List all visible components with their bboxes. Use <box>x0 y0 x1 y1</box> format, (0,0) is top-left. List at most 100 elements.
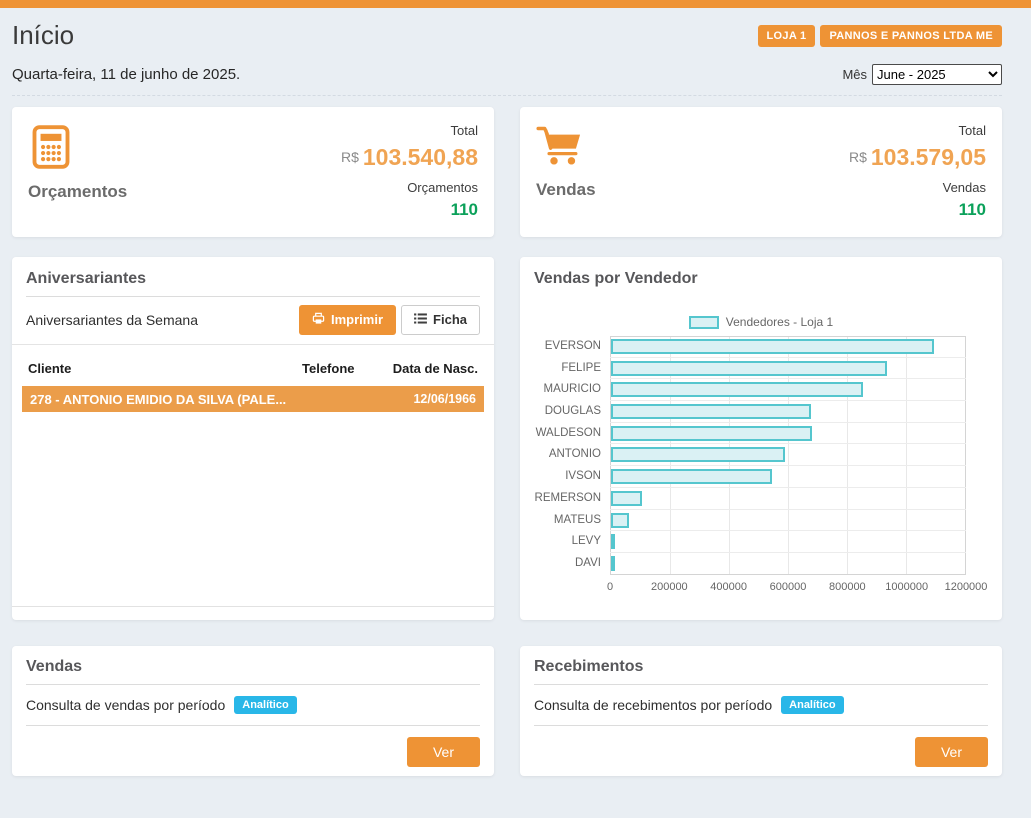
chart-legend[interactable]: Vendedores - Loja 1 <box>520 315 1002 329</box>
table-bottom-border <box>12 606 494 607</box>
print-button-label: Imprimir <box>331 313 383 327</box>
chart-y-label: WALDESON <box>534 423 610 445</box>
chart-bar-track <box>610 423 966 445</box>
birthday-table-body: 278 - ANTONIO EMIDIO DA SILVA (PALE...12… <box>22 386 484 412</box>
chart-bar <box>611 491 642 506</box>
count-value: 110 <box>849 200 986 220</box>
summary-values: Total R$103.540,88 Orçamentos 110 <box>341 122 478 220</box>
currency-symbol: R$ <box>341 149 359 165</box>
orcamentos-summary-card: Orçamentos Total R$103.540,88 Orçamentos… <box>12 107 494 237</box>
chart-x-axis: 020000040000060000080000010000001200000 <box>610 575 966 595</box>
page-header: Início LOJA 1 PANNOS E PANNOS LTDA ME <box>12 20 1002 51</box>
month-label: Mês <box>842 67 867 82</box>
chart-x-tick: 0 <box>607 581 613 593</box>
chart-bar <box>611 469 772 484</box>
birthdays-title: Aniversariantes <box>12 257 494 288</box>
chart-row: IVSON <box>534 466 988 488</box>
chart-y-label: DAVI <box>534 553 610 575</box>
chart-y-label: ANTONIO <box>534 444 610 466</box>
chart-bar <box>611 426 812 441</box>
month-select[interactable]: June - 2025 <box>872 64 1002 85</box>
chart-plot-rows: EVERSONFELIPEMAURICIODOUGLASWALDESONANTO… <box>534 336 988 575</box>
chart-row: ANTONIO <box>534 444 988 466</box>
chart-y-label: MATEUS <box>534 510 610 532</box>
report-card-title: Vendas <box>26 658 480 676</box>
legend-swatch <box>689 316 719 329</box>
chart-row: WALDESON <box>534 423 988 445</box>
count-label: Vendas <box>849 179 986 196</box>
birthdays-table: Cliente Telefone Data de Nasc. 278 - ANT… <box>22 345 484 412</box>
chart-y-label: REMERSON <box>534 488 610 510</box>
chart-bar-track <box>610 358 966 380</box>
chart-row: EVERSON <box>534 336 988 358</box>
total-label: Total <box>341 122 478 139</box>
column-header-cliente[interactable]: Cliente <box>28 361 302 376</box>
store-badge[interactable]: LOJA 1 <box>758 25 816 47</box>
chart-bar-track <box>610 336 966 358</box>
total-value: 103.579,05 <box>871 144 986 170</box>
ver-recebimentos-button[interactable]: Ver <box>915 737 988 767</box>
calculator-icon <box>28 125 74 174</box>
chart-x-tick: 400000 <box>710 581 747 593</box>
chart-bar-track <box>610 510 966 532</box>
cart-icon <box>536 125 584 172</box>
vendas-por-vendedor-card: Vendas por Vendedor Vendedores - Loja 1 … <box>520 257 1002 620</box>
count-value: 110 <box>341 200 478 220</box>
chart-bar <box>611 513 629 528</box>
ficha-button[interactable]: Ficha <box>401 305 480 335</box>
current-date: Quarta-feira, 11 de junho de 2025. <box>12 66 240 83</box>
column-header-data-nasc[interactable]: Data de Nasc. <box>374 361 478 376</box>
chart-row: FELIPE <box>534 358 988 380</box>
birthdays-subtitle: Aniversariantes da Semana <box>26 312 198 328</box>
vendas-summary-card: Vendas Total R$103.579,05 Vendas 110 <box>520 107 1002 237</box>
birthday-cliente: 278 - ANTONIO EMIDIO DA SILVA (PALE... <box>30 392 312 407</box>
legend-label: Vendedores - Loja 1 <box>726 315 833 329</box>
birthday-row[interactable]: 278 - ANTONIO EMIDIO DA SILVA (PALE...12… <box>22 386 484 412</box>
chart-x-tick: 600000 <box>770 581 807 593</box>
chart-row: DOUGLAS <box>534 401 988 423</box>
ver-vendas-button[interactable]: Ver <box>407 737 480 767</box>
chart-y-label: DOUGLAS <box>534 401 610 423</box>
chart-card-title: Vendas por Vendedor <box>520 257 1002 288</box>
chart-y-label: MAURICIO <box>534 379 610 401</box>
chart-row: REMERSON <box>534 488 988 510</box>
dashboard-page: Início LOJA 1 PANNOS E PANNOS LTDA ME Qu… <box>0 0 1031 776</box>
chart-y-label: EVERSON <box>534 336 610 358</box>
chart-bar <box>611 556 615 571</box>
report-description: Consulta de vendas por período <box>26 697 225 713</box>
chart-bar-track <box>610 488 966 510</box>
analitico-badge: Analítico <box>781 696 843 714</box>
total-value: 103.540,88 <box>363 144 478 170</box>
chart-y-label: FELIPE <box>534 358 610 380</box>
recebimentos-report-card: Recebimentos Consulta de recebimentos po… <box>520 646 1002 776</box>
page-title: Início <box>12 20 74 51</box>
chart-bar <box>611 339 934 354</box>
aniversariantes-card: Aniversariantes Aniversariantes da Seman… <box>12 257 494 620</box>
chart-y-label: LEVY <box>534 531 610 553</box>
chart-row: DAVI <box>534 553 988 575</box>
chart-row: LEVY <box>534 531 988 553</box>
chart-bar-track <box>610 531 966 553</box>
month-picker: Mês June - 2025 <box>842 64 1002 85</box>
sales-by-vendor-chart: Vendedores - Loja 1 EVERSONFELIPEMAURICI… <box>520 315 1002 595</box>
chart-bar <box>611 534 615 549</box>
company-badge[interactable]: PANNOS E PANNOS LTDA ME <box>820 25 1002 47</box>
chart-row: MAURICIO <box>534 379 988 401</box>
total-label: Total <box>849 122 986 139</box>
chart-bar-track <box>610 401 966 423</box>
chart-x-tick: 800000 <box>829 581 866 593</box>
top-accent-bar <box>0 0 1031 8</box>
printer-icon <box>312 312 325 328</box>
column-header-telefone[interactable]: Telefone <box>302 361 374 376</box>
report-description: Consulta de recebimentos por período <box>534 697 772 713</box>
chart-x-tick: 1000000 <box>885 581 928 593</box>
chart-bar <box>611 447 785 462</box>
chart-bar-track <box>610 444 966 466</box>
count-label: Orçamentos <box>341 179 478 196</box>
print-button[interactable]: Imprimir <box>299 305 396 335</box>
chart-bar-track <box>610 553 966 575</box>
chart-bar <box>611 382 863 397</box>
date-row: Quarta-feira, 11 de junho de 2025. Mês J… <box>12 64 1002 96</box>
store-badges: LOJA 1 PANNOS E PANNOS LTDA ME <box>758 25 1002 47</box>
chart-x-tick: 200000 <box>651 581 688 593</box>
